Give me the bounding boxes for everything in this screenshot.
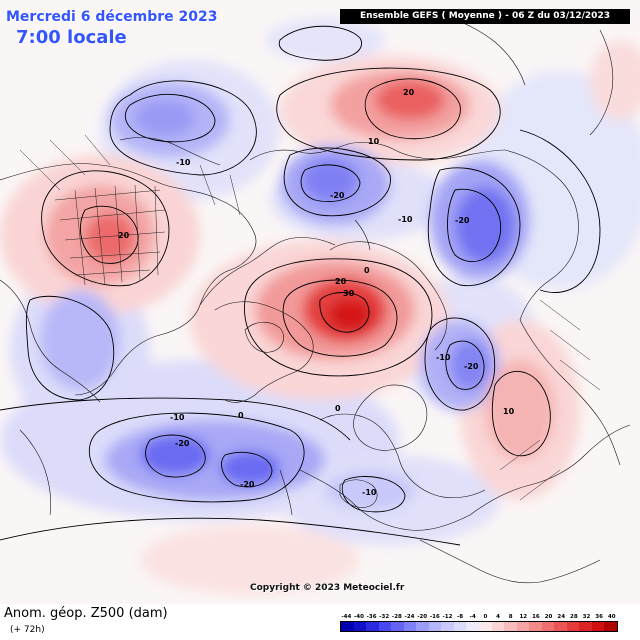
scale-tick-label: -16: [429, 614, 440, 620]
contour-label: 10: [368, 137, 380, 146]
contour-label: 10: [503, 407, 515, 416]
scale-labels: -44 -40 -36 -32 -28 -24 -20 -16 -12 -8 -4 0 4 8 12 16 20…: [340, 614, 618, 620]
contour-label: -20: [240, 480, 255, 489]
scale-color-swatch: [529, 622, 542, 631]
contour-lines: [0, 25, 601, 546]
forecast-date: Mercredi 6 décembre 2023: [6, 9, 218, 25]
contour-label: 20: [335, 277, 347, 286]
scale-tick-label: 24: [557, 614, 566, 620]
contour-label: -10: [436, 353, 451, 362]
color-scale-legend: -44 -40 -36 -32 -28 -24 -20 -16 -12 -8 -4 0 4 8 12 16 20…: [340, 614, 618, 636]
scale-tick-label: -20: [417, 614, 428, 620]
scale-color-swatch: [566, 622, 580, 631]
forecast-time: 7:00 locale: [16, 27, 127, 48]
scale-tick-label: 32: [582, 614, 591, 620]
scale-color-swatch: [378, 622, 392, 631]
scale-color-swatch: [554, 622, 567, 631]
borders-grid: [19, 134, 601, 501]
contour-label: -20: [464, 362, 479, 371]
scale-tick-label: -24: [404, 614, 415, 620]
scale-tick-label: -40: [353, 614, 364, 620]
scale-tick-label: -12: [442, 614, 453, 620]
contour-label: -10: [398, 215, 413, 224]
scale-color-swatch: [428, 622, 442, 631]
scale-color-swatch: [391, 622, 404, 631]
scale-color-swatch: [591, 622, 605, 631]
scale-color-swatch: [416, 622, 429, 631]
scale-tick-label: 40: [607, 614, 616, 620]
scale-tick-label: 28: [570, 614, 578, 620]
contour-label: -20: [330, 191, 345, 200]
scale-color-swatch: [466, 622, 480, 631]
model-run-label: Ensemble GEFS ( Moyenne ) - 06 Z du 03/1…: [340, 9, 630, 24]
scale-tick-label: -36: [366, 614, 377, 620]
anomaly-fill-layer: [0, 18, 640, 595]
scale-color-swatch: [441, 622, 454, 631]
coastlines: [0, 14, 631, 584]
scale-tick-label: 12: [519, 614, 528, 620]
scale-color-swatch: [479, 622, 492, 631]
contour-label: -10: [170, 413, 185, 422]
forecast-lead-time: (+ 72h): [10, 625, 45, 635]
contour-label: 20: [118, 231, 130, 240]
scale-color-swatch: [453, 622, 467, 631]
contour-label: 30: [343, 289, 355, 298]
scale-tick-label: 4: [496, 614, 500, 620]
scale-color-swatch: [491, 622, 505, 631]
contour-label: 20: [403, 88, 415, 97]
scale-tick-label: 0: [483, 614, 488, 620]
scale-color-swatch: [541, 622, 555, 631]
scale-color-swatch: [579, 622, 592, 631]
scale-bar: [340, 621, 618, 632]
contour-labels: 20 10 -10 -20 -10 -20 20 0 20 30 -10 -20…: [118, 88, 515, 497]
scale-color-swatch: [403, 622, 417, 631]
contour-label: 0: [238, 411, 244, 420]
scale-color-swatch: [366, 622, 379, 631]
map-variable-title: Anom. géop. Z500 (dam): [4, 606, 168, 621]
scale-color-swatch: [504, 622, 517, 631]
scale-tick-label: 16: [532, 614, 540, 620]
scale-color-swatch: [353, 622, 367, 631]
scale-color-swatch: [604, 622, 618, 631]
scale-tick-label: -8: [457, 614, 464, 620]
scale-tick-label: -32: [379, 614, 390, 620]
scale-color-swatch: [516, 622, 530, 631]
contour-label: -10: [176, 158, 191, 167]
scale-tick-label: -44: [341, 614, 352, 620]
contour-label: -20: [175, 439, 190, 448]
copyright-text: Copyright © 2023 Meteociel.fr: [250, 583, 405, 593]
scale-tick-label: 20: [544, 614, 553, 620]
scale-tick-label: 8: [508, 614, 513, 620]
scale-tick-label: 36: [595, 614, 603, 620]
scale-tick-label: -28: [391, 614, 402, 620]
contour-label: 0: [364, 266, 370, 275]
scale-tick-label: -4: [469, 614, 476, 620]
contour-label: -20: [455, 216, 470, 225]
contour-label: 0: [335, 404, 341, 413]
scale-color-swatch: [341, 622, 354, 631]
contour-label: -10: [362, 488, 377, 497]
